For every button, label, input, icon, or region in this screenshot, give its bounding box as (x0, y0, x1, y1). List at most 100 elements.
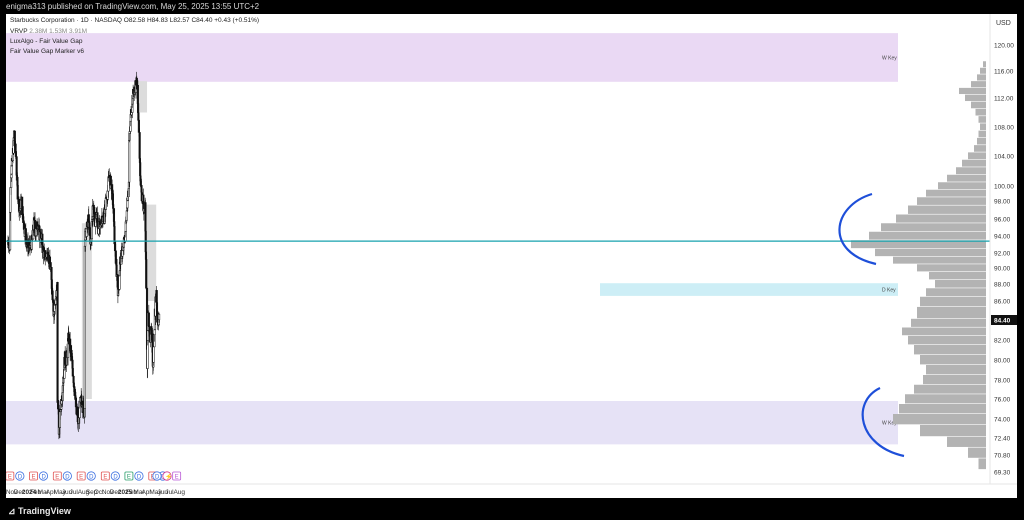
volume-profile-bar (975, 108, 986, 116)
candle-up (152, 346, 155, 363)
y-tick-label: 69.30 (994, 470, 1011, 477)
fvg-box (146, 204, 157, 301)
event-marker-label: E (8, 475, 12, 481)
volume-profile-bar (938, 182, 986, 190)
event-marker-label: D (41, 475, 46, 481)
candle-down (112, 204, 115, 209)
chart-frame[interactable]: W Key D Key W Key 120.00 116.00 112.00 108.00… (6, 14, 1017, 498)
earnings-marker (6, 471, 15, 481)
y-tick-label: 92.00 (994, 251, 1011, 258)
y-tick-label: 116.00 (994, 69, 1014, 76)
legend-indicator-luxalgo[interactable]: LuxAlgo - Fair Value Gap (10, 38, 83, 45)
zone-label: W Key (882, 55, 897, 61)
legend-o-label: O (123, 17, 129, 24)
y-tick-label: 70.80 (994, 453, 1011, 460)
volume-profile-bar (902, 327, 986, 336)
earnings-marker (172, 471, 182, 481)
x-tick-label: Feb (126, 489, 138, 496)
y-tick-label: 88.00 (994, 282, 1011, 289)
x-tick-label: Jul (70, 489, 79, 496)
zone-d-key-1 (600, 283, 898, 296)
tradingview-logo[interactable]: ⊿ TradingView (8, 506, 71, 517)
x-tick-label: Sep (86, 489, 98, 496)
volume-profile-bar (881, 223, 986, 232)
volume-profile-bar (911, 318, 986, 327)
volume-profile-bar (971, 101, 986, 109)
volume-profile-bar (914, 384, 986, 394)
y-tick-label: 104.00 (994, 154, 1014, 161)
event-marker-label: D (18, 475, 23, 481)
tradingview-brand: TradingView (18, 506, 71, 516)
dividend-marker (134, 471, 144, 481)
event-marker-label: E (31, 475, 35, 481)
last-price-tag (991, 315, 1017, 325)
y-tick-label: 94.00 (994, 234, 1011, 241)
legend-change: +0.43 (+0.51%) (214, 17, 260, 24)
y-tick-label: 120.00 (994, 43, 1014, 50)
earnings-marker (52, 471, 62, 481)
legend-vrvp-values: 2.38M 1.53M 3.91M (29, 28, 88, 35)
x-tick-label: May (149, 489, 162, 496)
y-tick-label: 86.00 (994, 299, 1011, 306)
x-tick-label: Oct (94, 489, 104, 496)
volume-profile-bar (926, 365, 986, 375)
volume-profile-bar (978, 458, 986, 470)
candle-up (125, 210, 128, 221)
x-tick-label: Aug (78, 489, 90, 496)
volume-profile-bar (920, 296, 986, 307)
dividend-marker (62, 471, 72, 481)
fvg-box (137, 81, 148, 113)
legend-indicator-fvg-marker[interactable]: Fair Value Gap Marker v6 (10, 48, 84, 55)
dividend-marker (86, 471, 96, 481)
volume-profile-bar (968, 447, 986, 458)
dividend-marker (38, 471, 49, 481)
volume-profile-bar (896, 214, 986, 223)
candle-down (50, 267, 53, 280)
legend-open: 82.58 (128, 17, 146, 24)
volume-profile-bar (956, 167, 986, 175)
volume-profile-bar (962, 159, 986, 167)
zone-label: W Key (882, 421, 897, 427)
volume-profile-bar (947, 174, 986, 182)
volume-profile-bar (914, 345, 986, 355)
currency-label: USD (996, 20, 1011, 27)
volume-profile-bar (908, 335, 986, 345)
volume-profile-bar (875, 248, 986, 257)
y-tick-label: 112.00 (994, 96, 1014, 103)
dividend-marker (15, 471, 25, 481)
x-tick-label: 2025 (118, 489, 133, 496)
volume-profile-bar (923, 375, 986, 385)
y-tick-label: 74.00 (994, 417, 1011, 424)
y-tick-label: 90.00 (994, 266, 1011, 273)
legend-l-label: L (169, 17, 174, 24)
dividend-marker (152, 471, 162, 481)
legend-symbol: Starbucks Corporation · 1D · NASDAQ O82.… (10, 17, 259, 24)
x-tick-label: Dec (110, 489, 122, 496)
x-tick-label: Nov (6, 489, 18, 496)
volume-profile-bar (977, 137, 986, 145)
annotation-arc-lower (861, 387, 905, 458)
publish-bar: enigma313 published on TradingView.com, … (0, 0, 1024, 14)
zone-label: D Key (882, 288, 896, 294)
volume-profile-bar (974, 145, 986, 152)
x-tick-label: Apr (141, 489, 152, 496)
volume-profile-bar (917, 306, 986, 319)
candle-up (158, 313, 161, 321)
volume-profile-bar (965, 94, 986, 102)
volume-profile-bar (980, 123, 986, 131)
y-tick-label: 100.00 (994, 184, 1014, 191)
footer-bar: ⊿ TradingView (0, 502, 1024, 520)
legend-indicator-2: Fair Value Gap Marker v6 (10, 48, 84, 55)
x-tick-label: May (54, 489, 67, 496)
y-tick-label: 98.00 (994, 199, 1011, 206)
event-marker-label: E (79, 475, 83, 481)
x-tick-label: 2024 (22, 489, 37, 496)
candle-up (83, 245, 86, 409)
price-chart[interactable]: W Key D Key W Key 120.00 116.00 112.00 108.00… (6, 14, 1017, 498)
event-marker-label: D (89, 475, 94, 481)
legend-c-label: C (191, 17, 197, 24)
legend-symbol-text: Starbucks Corporation · 1D · NASDAQ (10, 17, 122, 24)
legend-vrvp[interactable]: VRVP 2.38M 1.53M 3.91M (10, 28, 87, 35)
volume-profile-bar (917, 197, 986, 205)
x-tick-label: Jun (62, 489, 73, 496)
